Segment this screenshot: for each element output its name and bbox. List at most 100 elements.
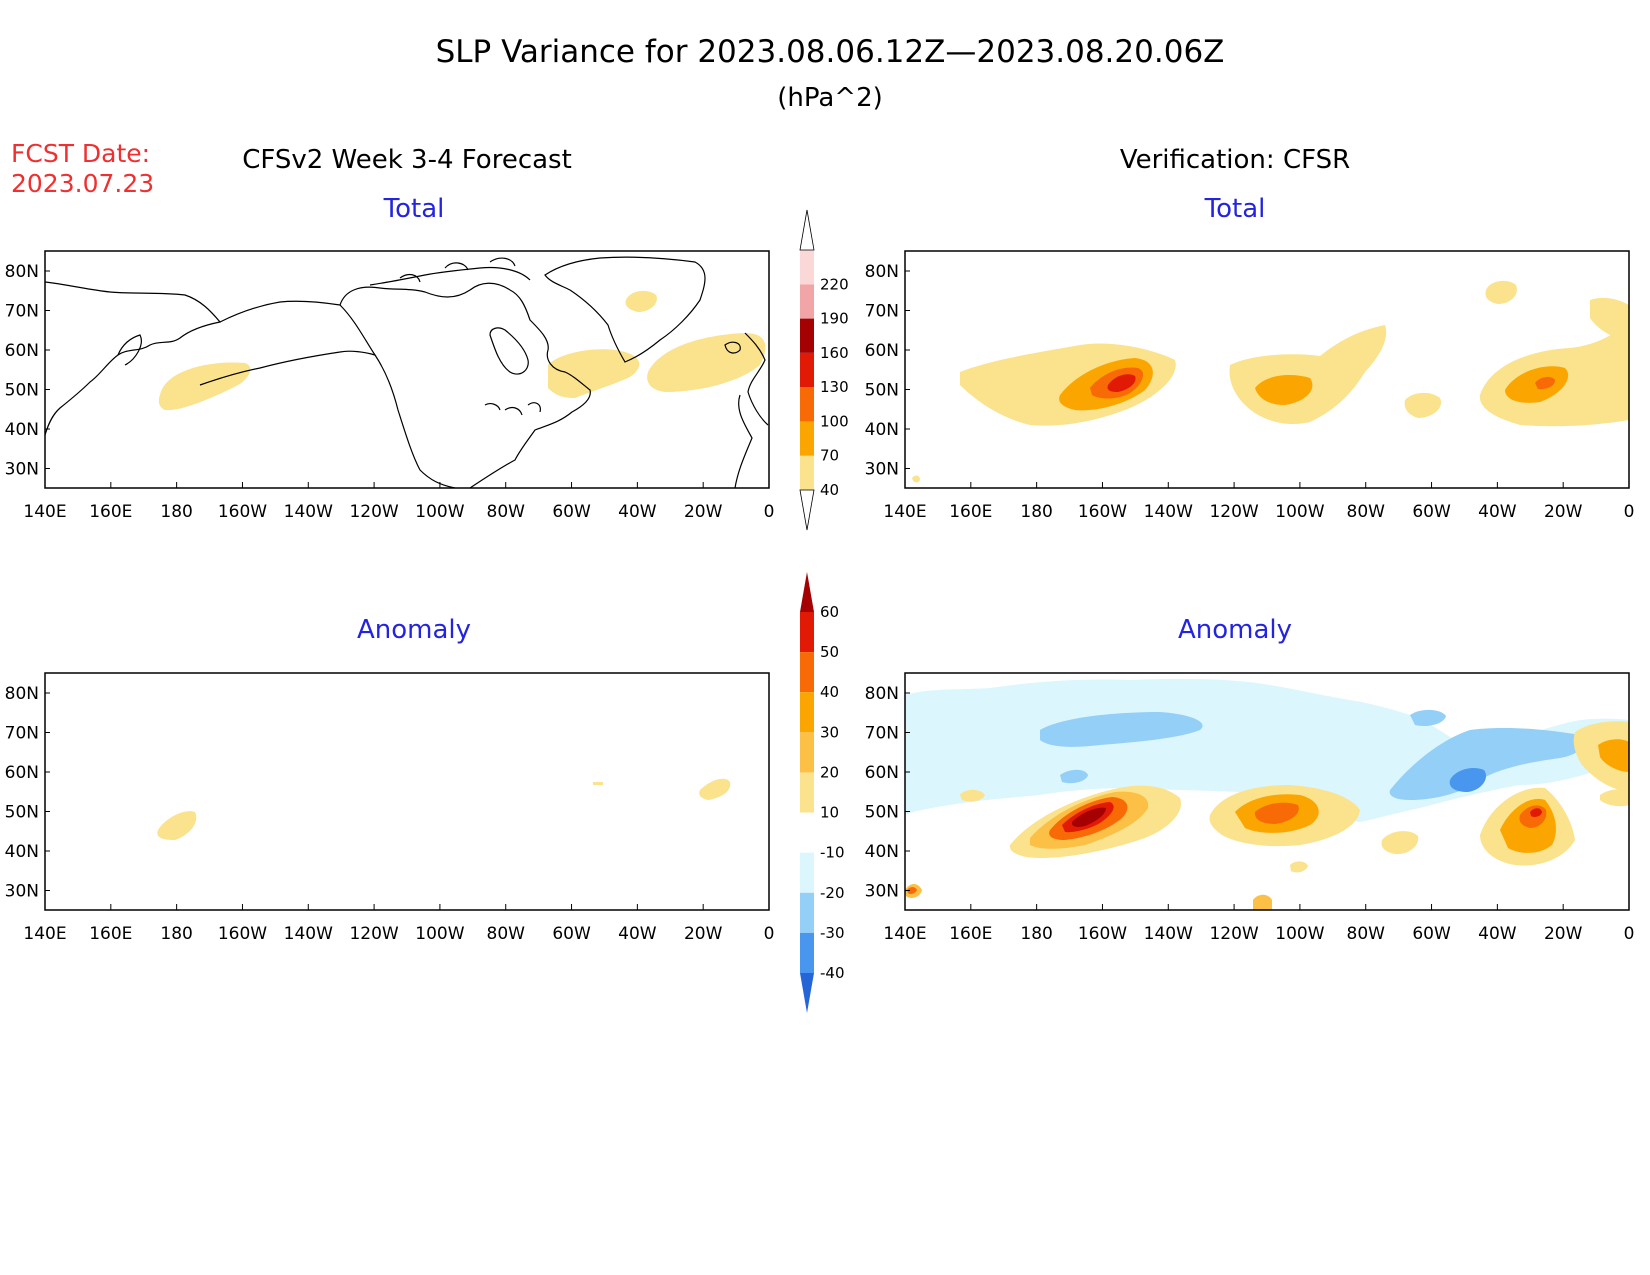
contour-fill-10: [157, 811, 197, 840]
lat-tick-label: 80N: [5, 262, 39, 282]
coastline-great-lakes: [1345, 403, 1400, 415]
lat-axis-verification-anomaly: 80N 70N 60N 50N 40N 30N: [865, 684, 910, 902]
colorbar-box: [800, 250, 814, 285]
lon-tick-label: 40W: [618, 924, 657, 944]
coastline-hudson-bay: [489, 327, 529, 375]
coastline-greenland: [545, 679, 705, 784]
shading-verification-total: [912, 280, 1629, 483]
contour-fill-40: [647, 333, 766, 392]
colorbar-triangle-top: [799, 209, 815, 251]
lon-tick-label: 80W: [487, 924, 526, 944]
colorbar-label: 30: [820, 723, 839, 741]
colorbar-box: [800, 812, 814, 853]
panel-title-fcst-total: Total: [383, 194, 445, 224]
colorbar-label: 40: [820, 683, 839, 701]
lon-tick-label: 140W: [1144, 924, 1193, 944]
colorbar-label: 50: [820, 643, 839, 661]
contour-fill-40: [625, 290, 657, 312]
contour-fill-40: [1254, 802, 1299, 824]
contour-fill-40: [1485, 280, 1517, 304]
contour-fill-40: [1590, 297, 1629, 340]
lat-tick-label: 70N: [865, 724, 899, 744]
lon-tick-label: 120W: [349, 924, 398, 944]
contour-fill-40: [907, 887, 917, 894]
lat-tick-label: 80N: [865, 684, 899, 704]
colorbar-label: 100: [820, 412, 849, 430]
lon-tick-label: 160E: [949, 502, 992, 522]
contour-fill-10: [593, 782, 603, 785]
coastline-arctic-islands: [370, 680, 530, 707]
lat-tick-label: 60N: [5, 763, 39, 783]
lat-tick-label: 50N: [865, 381, 899, 401]
colorbar-label: 40: [820, 481, 839, 499]
lon-tick-label: 20W: [1544, 502, 1583, 522]
contour-fill-10: [960, 789, 985, 802]
lon-tick-label: 100W: [1275, 502, 1324, 522]
colorbar-box: [800, 772, 814, 813]
lon-tick-label: 40W: [618, 502, 657, 522]
coastline-kamchatka: [118, 757, 141, 787]
coastline-iceland: [724, 341, 741, 354]
lon-tick-label: 120W: [349, 502, 398, 522]
lon-axis-forecast-anomaly: 140E 160E 180 160W 140W 120W 100W 80W 60W 40W 20W 0: [23, 904, 774, 944]
lon-tick-label: 180: [1020, 502, 1052, 522]
lon-tick-label: 160W: [1078, 924, 1127, 944]
contour-fill-10: [699, 778, 731, 800]
lon-tick-label: 80W: [1347, 924, 1386, 944]
lat-tick-label: 40N: [5, 420, 39, 440]
colorbar-box: [800, 284, 814, 319]
lon-tick-label: 160E: [949, 924, 992, 944]
colorbar-label: 60: [820, 603, 839, 621]
lon-axis-forecast-total: 140E 160E 180 160W 140W 120W 100W 80W 60W 40W 20W 0: [23, 482, 774, 522]
lon-tick-label: 180: [160, 924, 192, 944]
colorbar-box: [800, 892, 814, 933]
coastline-arctic-islands: [1230, 258, 1390, 285]
colorbar-label: -20: [820, 884, 845, 902]
panel-verification-anomaly: 80N 70N 60N 50N 40N 30N 140E 160E 180 160W 140W 12…: [865, 672, 1635, 944]
map-frame: [44, 250, 770, 489]
colorbar-label: 220: [820, 275, 849, 293]
coastline-europe: [734, 332, 769, 488]
coastlines-forecast-total: [45, 256, 769, 488]
lon-tick-label: 160E: [89, 924, 132, 944]
contour-fill-40: [912, 475, 920, 483]
contour-fill-100: [1535, 376, 1555, 390]
colorbar-box: [800, 932, 814, 973]
lon-tick-label: 20W: [684, 502, 723, 522]
lat-tick-label: 60N: [5, 341, 39, 361]
colorbar-label: 130: [820, 378, 849, 396]
lon-tick-label: 160E: [89, 502, 132, 522]
contour-fill-neg20: [1060, 769, 1088, 784]
colorbar-total: 40 70 100 130 160 190 220: [799, 209, 849, 531]
colorbar-box: [800, 732, 814, 773]
lat-tick-label: 30N: [865, 882, 899, 902]
panel-title-verif-anom: Anomaly: [1178, 615, 1292, 645]
contour-fill-neg20: [1410, 709, 1446, 726]
lon-tick-label: 100W: [1275, 924, 1324, 944]
lon-tick-label: 0: [1624, 502, 1635, 522]
colorbar-box: [800, 692, 814, 733]
lon-tick-label: 0: [764, 502, 775, 522]
lon-tick-label: 80W: [487, 502, 526, 522]
lon-tick-label: 140E: [23, 924, 66, 944]
colorbar-box: [800, 652, 814, 693]
lon-tick-label: 120W: [1209, 924, 1258, 944]
lon-tick-label: 0: [1624, 924, 1635, 944]
colorbar-box: [800, 852, 814, 893]
colorbar-triangle-bottom: [799, 489, 815, 531]
contour-fill-10: [1381, 831, 1419, 855]
lon-axis-verification-total: 140E 160E 180 160W 140W 120W 100W 80W 60W 40W 20W 0: [883, 482, 1634, 522]
contour-fill-neg20: [1389, 727, 1585, 800]
lat-tick-label: 70N: [865, 302, 899, 322]
lon-tick-label: 60W: [1412, 502, 1451, 522]
contour-fill-130: [1107, 374, 1136, 392]
contour-fill-40: [1229, 325, 1387, 425]
coastline-iceland: [725, 764, 740, 775]
lon-tick-label: 140W: [1144, 502, 1193, 522]
coastline-north-america: [339, 282, 591, 488]
lat-tick-label: 40N: [5, 842, 39, 862]
contour-fill-70: [1255, 375, 1313, 405]
panel-forecast-anomaly: 80N 70N 60N 50N 40N 30N 140E 160E 180 160W 140W 12…: [5, 672, 774, 944]
lat-tick-label: 30N: [5, 460, 39, 480]
